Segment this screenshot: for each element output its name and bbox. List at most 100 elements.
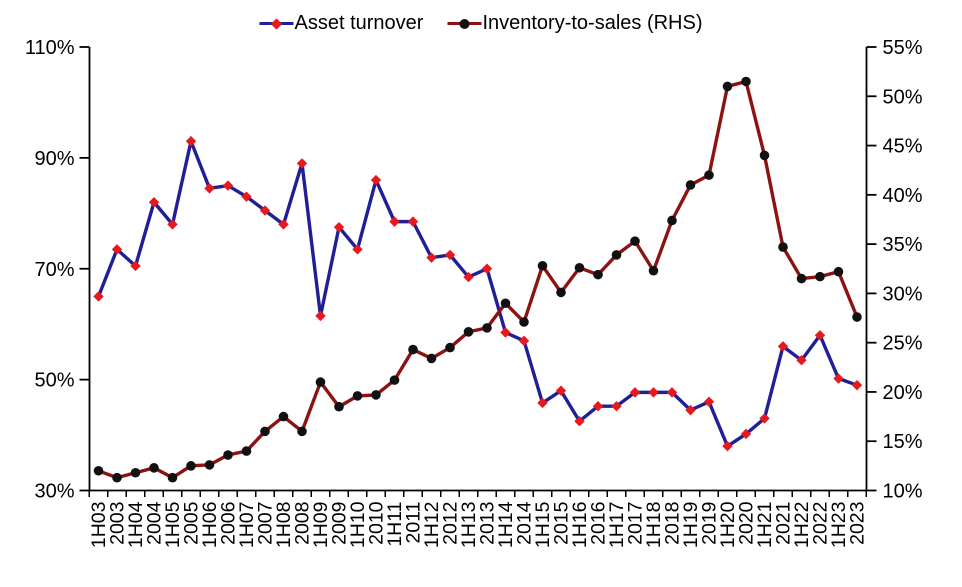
series-markers-1 [93, 76, 862, 483]
x-tick-label: 1H09 [310, 502, 332, 549]
data-point-diamond [148, 197, 160, 208]
data-point-diamond [296, 158, 308, 169]
series-line-1 [97, 79, 859, 480]
data-point-circle [537, 260, 548, 271]
x-tick-label: 2006 [218, 502, 240, 545]
y-axis-left-tick-label: 50% [34, 370, 74, 392]
y-axis-right-tick-label: 50% [883, 86, 923, 108]
data-point-diamond [389, 216, 400, 227]
data-point-diamond [555, 385, 567, 396]
x-tick-label: 1H17 [606, 502, 628, 549]
x-tick-label: 2021 [773, 502, 795, 545]
x-tick-label: 1H06 [199, 502, 221, 549]
data-point-circle [334, 401, 344, 412]
series-markers-0 [93, 136, 863, 452]
data-point-circle [426, 353, 437, 364]
y-axis-left-tick-label: 30% [34, 481, 74, 503]
data-point-circle [445, 342, 455, 353]
legend-label-asset-turnover: Asset turnover [294, 12, 424, 34]
x-tick-label: 2015 [551, 501, 573, 545]
x-tick-label: 2011 [403, 502, 425, 544]
data-point-diamond [500, 327, 511, 338]
x-tick-label: 2016 [588, 502, 610, 545]
data-point-diamond [278, 219, 289, 230]
data-point-diamond [315, 310, 326, 322]
data-point-circle [815, 271, 825, 282]
x-tick-label: 1H08 [273, 502, 295, 549]
data-point-circle [130, 467, 141, 478]
data-point-circle [722, 81, 733, 92]
y-axis-right-tick-label: 30% [883, 283, 923, 305]
y-axis-right-tick-label: 20% [883, 382, 923, 404]
data-point-diamond [111, 244, 123, 255]
data-point-circle [593, 269, 603, 280]
x-tick-label: 2014 [514, 501, 536, 545]
data-point-diamond [703, 396, 715, 407]
asset-turnover-marker-icon [259, 14, 294, 34]
y-axis-right-tick-label: 10% [883, 481, 923, 503]
data-point-circle [574, 262, 585, 273]
data-point-circle [297, 426, 307, 437]
data-point-circle [112, 472, 122, 483]
data-point-circle [204, 460, 215, 470]
data-point-diamond [833, 373, 844, 384]
data-point-circle [463, 327, 474, 337]
data-point-diamond [481, 263, 493, 274]
x-tick-label: 1H10 [347, 501, 369, 548]
data-point-diamond [167, 219, 178, 230]
x-tick-label: 2018 [662, 502, 684, 545]
data-point-circle [149, 463, 159, 473]
data-point-diamond [611, 401, 622, 412]
x-tick-label: 2010 [366, 501, 388, 545]
data-point-circle [759, 150, 770, 161]
y-axis-right-tick-label: 35% [883, 234, 923, 256]
data-point-diamond [740, 428, 752, 440]
y-axis-right-tick-label: 45% [883, 136, 923, 158]
data-point-diamond [648, 387, 659, 398]
y-axis-left-tick-label: 70% [34, 259, 74, 281]
data-point-circle [852, 312, 862, 322]
data-point-diamond [666, 387, 678, 398]
x-tick-label: 1H07 [236, 502, 258, 549]
x-tick-label: 1H18 [643, 502, 665, 549]
x-tick-label: 2017 [625, 502, 647, 545]
data-point-circle [796, 273, 807, 284]
data-point-circle [315, 377, 326, 387]
data-point-diamond [722, 440, 733, 452]
data-point-diamond [759, 413, 770, 424]
data-point-diamond [93, 291, 104, 302]
data-point-circle [519, 317, 529, 327]
data-point-diamond [629, 387, 641, 398]
diamond-icon [270, 17, 283, 30]
data-point-diamond [185, 136, 197, 147]
y-axis-right-tick-label: 55% [883, 37, 923, 59]
x-tick-label: 1H04 [125, 501, 147, 548]
x-tick-label: 1H16 [569, 502, 591, 549]
x-tick-label: 1H13 [458, 502, 480, 549]
data-point-diamond [777, 341, 789, 352]
data-point-circle [741, 76, 751, 87]
data-point-diamond [592, 401, 604, 412]
data-point-circle [778, 242, 788, 252]
data-point-diamond [685, 404, 696, 416]
data-point-circle [167, 472, 178, 483]
x-tick-label: 2004 [144, 501, 166, 545]
data-point-diamond [130, 260, 141, 272]
data-point-circle [556, 287, 566, 298]
data-point-circle [482, 323, 492, 333]
data-point-diamond [204, 183, 215, 194]
x-tick-label: 1H23 [828, 502, 850, 549]
x-tick-label: 2022 [810, 502, 832, 545]
inventory-to-sales-marker-icon [447, 14, 482, 34]
data-point-circle [685, 180, 696, 190]
data-point-diamond [814, 330, 826, 341]
x-tick-label: 2009 [329, 502, 351, 545]
data-point-circle [223, 450, 233, 460]
data-point-diamond [222, 180, 234, 191]
x-tick-label: 2008 [292, 502, 314, 545]
data-point-diamond [333, 221, 345, 233]
data-point-diamond [241, 191, 252, 202]
data-point-circle [241, 446, 252, 456]
circle-icon [459, 18, 470, 29]
data-point-circle [93, 465, 104, 476]
